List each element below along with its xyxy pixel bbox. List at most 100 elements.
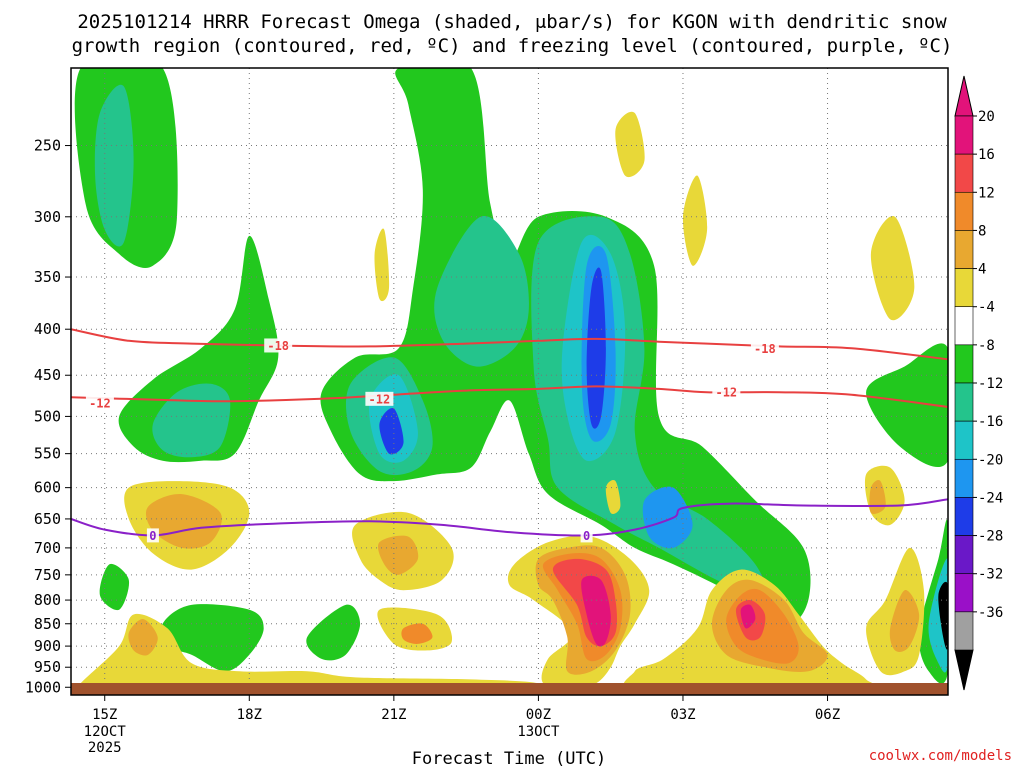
x-tick-label: 03Z [670,707,695,723]
y-tick-label: 250 [34,137,61,155]
omega-region-5 [434,216,529,367]
y-tick-label: 450 [34,366,61,384]
omega-region-33 [581,575,611,647]
colorbar-swatch [954,382,974,422]
plot-area: -18 -18 -12 -12 -12 0 0 [71,68,948,695]
omega-region-20 [938,581,948,650]
title-line-1: 2025101214 HRRR Forecast Omega (shaded, … [77,11,947,33]
colorbar-label: 8 [978,223,986,239]
colorbar-swatch [954,611,974,651]
contour-line--18 [71,328,948,361]
omega-region-1 [94,84,134,247]
colorbar-swatch [954,268,974,308]
x-tick-label: 00Z [526,707,551,723]
omega-region-2 [118,235,279,463]
colorbar-swatch [954,535,974,575]
contour-line--12 [71,385,948,408]
contour-label: 0 [149,529,156,543]
x-axis-label: Forecast Time (UTC) [412,749,606,768]
omega-region-46 [870,215,915,321]
omega-region-24 [128,619,158,656]
colorbar-label: -16 [978,414,1003,430]
y-tick-label: 900 [34,637,61,655]
temperature-contours: -18 -18 -12 -12 -12 0 0 [71,328,948,543]
colorbar-label: -20 [978,452,1003,468]
contour-label-bg [712,385,741,400]
colorbar: 20 16 12 8 4 -4 -8 -12 -16 -20 -24 -28 -32 -36 [954,75,1003,691]
y-tick-label: 1000 [25,678,61,696]
y-tick-label: 950 [34,658,61,676]
omega-region-14 [160,604,264,672]
y-tick-label: 750 [34,566,61,584]
colorbar-label: -24 [978,490,1003,506]
y-tick-label: 600 [34,479,61,497]
y-tick-label: 500 [34,407,61,425]
contour-label: 0 [583,529,590,543]
omega-region-26 [378,535,419,575]
omega-region-16 [99,563,130,611]
plot-frame [70,67,949,696]
contour-label-bg [85,395,114,410]
ground-bar [71,683,948,695]
colorbar-swatch [954,344,974,384]
contour-label: -18 [754,342,776,356]
colorbar-label: -36 [978,605,1003,621]
colorbar-swatch [954,573,974,613]
omega-region-34 [605,480,621,514]
contour-label-bg [146,528,159,543]
omega-region-23 [71,613,576,695]
colorbar-label: 20 [978,109,995,125]
colorbar-swatch [954,306,974,346]
colorbar-label: 12 [978,185,995,201]
x-tick-label: 18Z [237,707,262,723]
contour-label: -12 [369,392,391,406]
x-tick-sublabel: 2025 [88,740,122,756]
contour-label: -12 [715,386,737,400]
y-tick-label: 650 [34,510,61,528]
omega-region-28 [401,623,433,644]
omega-region-43 [889,589,920,652]
x-tick-label: 06Z [815,707,840,723]
colorbar-bottom-arrow [954,649,974,691]
omega-region-13 [642,486,693,549]
colorbar-swatch [954,153,974,193]
contour-label-bg [264,338,293,353]
x-tick-sublabel: 12OCT [84,724,127,740]
colorbar-label: -4 [978,300,995,316]
x-tick-label: 21Z [381,707,406,723]
colorbar-label: -12 [978,376,1003,392]
colorbar-swatch [954,458,974,498]
colorbar-swatch [954,420,974,460]
contour-label: -12 [89,396,111,410]
title-line-2: growth region (contoured, red, ºC) and f… [72,35,953,57]
x-tick-sublabel: 13OCT [517,724,560,740]
omega-region-8 [379,407,404,455]
omega-region-47 [374,228,390,302]
omega-region-44 [615,111,645,178]
gridlines [71,68,948,695]
contour-label-bg [750,341,779,356]
omega-region-12 [586,267,606,429]
y-tick-label: 800 [34,591,61,609]
y-tick-label: 700 [34,539,61,557]
omega-region-39 [740,604,756,629]
omega-region-45 [682,175,708,266]
colorbar-swatch [954,115,974,155]
y-tick-label: 550 [34,445,61,463]
credit-text: coolwx.com/models [869,748,1012,764]
y-tick-label: 350 [34,268,61,286]
contour-label-bg [580,528,593,543]
y-axis-ticks: 250 300 350 400 450 500 550 600 650 700 750 800 850 9… [25,137,71,696]
contour-label: -18 [267,339,289,353]
omega-shading [71,68,948,695]
y-tick-label: 400 [34,320,61,338]
colorbar-top-arrow [954,75,974,117]
y-tick-label: 300 [34,208,61,226]
colorbar-label: 16 [978,147,995,163]
y-tick-label: 850 [34,615,61,633]
colorbar-swatch [954,230,974,269]
colorbar-swatch [954,497,974,536]
colorbar-label: -28 [978,529,1003,545]
